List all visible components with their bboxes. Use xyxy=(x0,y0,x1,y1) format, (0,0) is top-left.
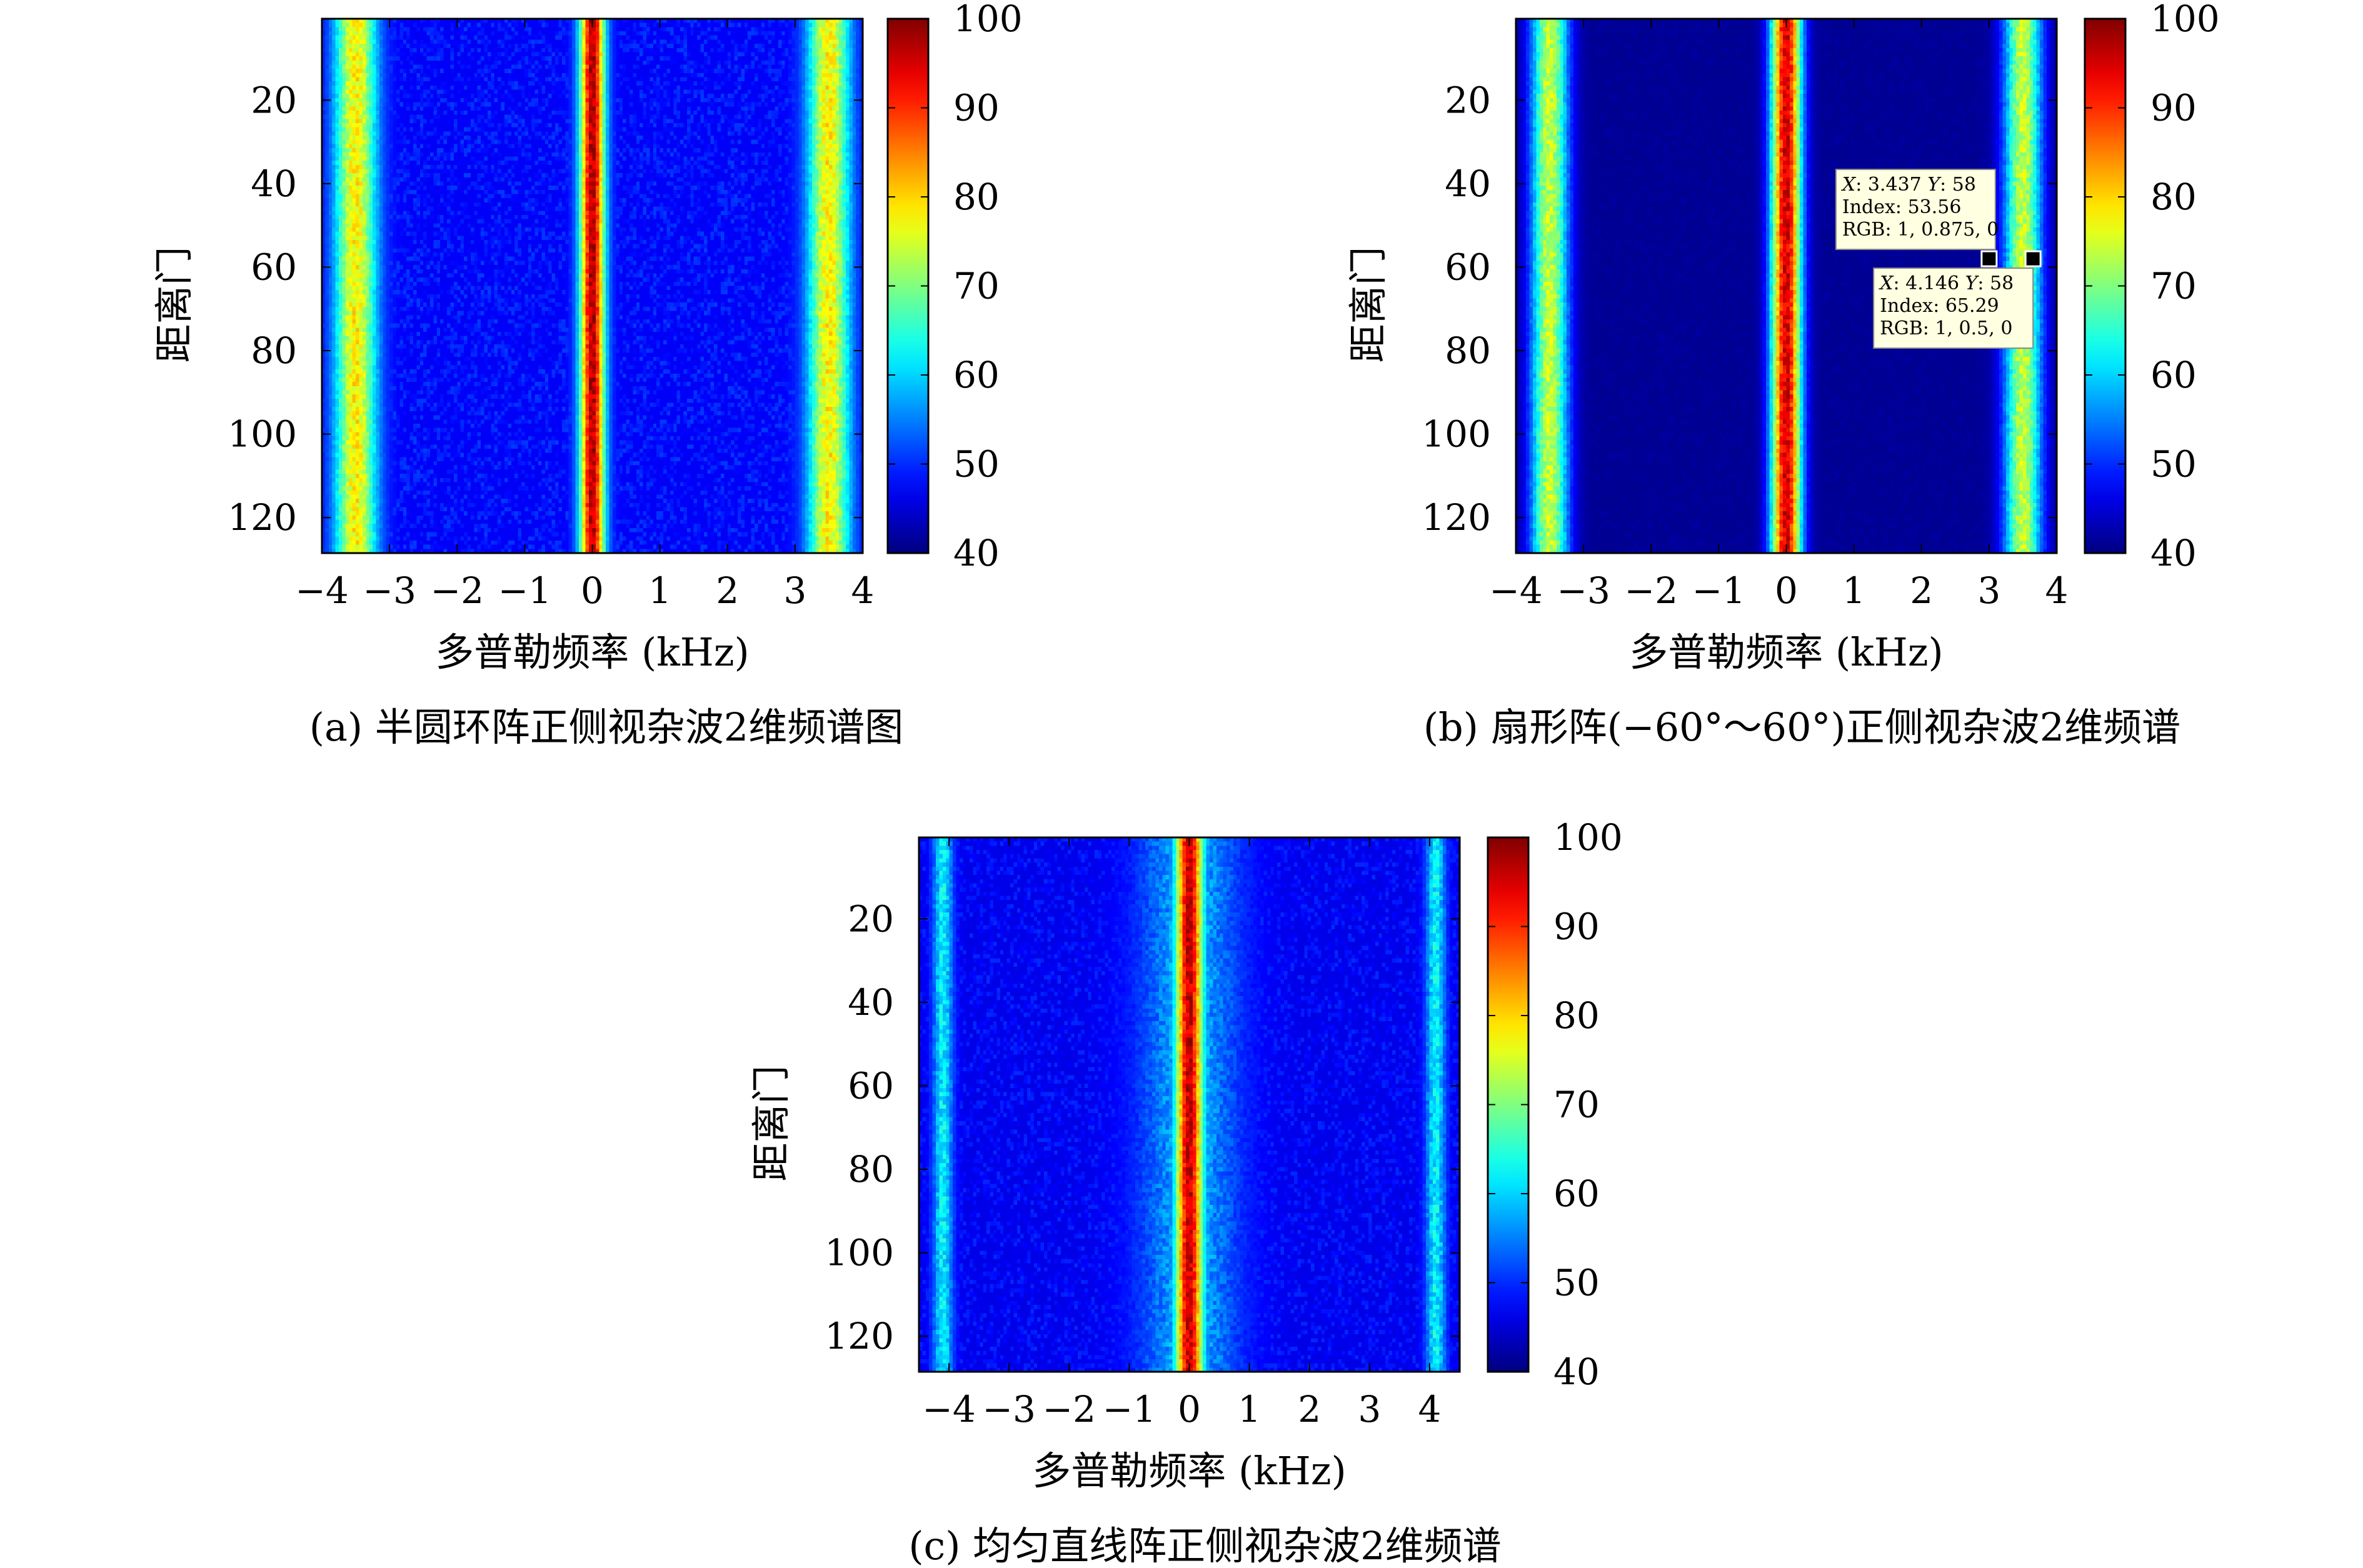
datatip-rgb: RGB: 1, 0.5, 0 xyxy=(1880,317,2012,339)
x-axis-label: 多普勒频率 (kHz) xyxy=(435,629,749,675)
y-tick-label: 20 xyxy=(848,897,894,940)
colorbar-tick-label: 60 xyxy=(1553,1172,1600,1215)
colorbar-tick-label: 80 xyxy=(1553,994,1600,1037)
y-tick-label: 80 xyxy=(251,329,297,372)
colorbar-tick-label: 50 xyxy=(1553,1262,1600,1304)
panel-caption: (a) 半圆环阵正侧视杂波2维频谱图 xyxy=(309,704,904,750)
x-tick-label: −4 xyxy=(922,1388,976,1431)
colorbar-tick-label: 40 xyxy=(953,532,1000,574)
x-tick-label: 3 xyxy=(1358,1388,1381,1431)
datatip-marker[interactable] xyxy=(2024,250,2042,267)
x-tick-label: −3 xyxy=(1557,569,1610,612)
x-tick-label: −2 xyxy=(1625,569,1678,612)
y-axis-label: 距离门 xyxy=(151,246,197,362)
x-tick-label: 0 xyxy=(1775,569,1798,612)
x-axis-label: 多普勒频率 (kHz) xyxy=(1629,629,1943,675)
x-tick-label: 3 xyxy=(783,569,806,612)
x-tick-label: 2 xyxy=(1298,1388,1321,1431)
colorbar-tick-label: 40 xyxy=(2150,532,2197,574)
colorbar-tick-label: 60 xyxy=(2150,354,2197,396)
y-tick-label: 80 xyxy=(1445,329,1491,372)
chart-panel-a: −4 −3 −2 −1 0 1 2 3 4 20 40 60 80 100 120 多普勒频率 (kHz) 距离… xyxy=(151,0,1023,750)
x-tick-label: 0 xyxy=(1178,1388,1201,1431)
x-tick-label: 0 xyxy=(581,569,604,612)
colorbar-tick-label: 100 xyxy=(953,0,1023,40)
panel-caption: (b) 扇形阵(−60°～60°)正侧视杂波2维频谱 xyxy=(1423,704,2180,750)
x-tick-label: 3 xyxy=(1977,569,2000,612)
x-axis-label: 多普勒频率 (kHz) xyxy=(1032,1448,1346,1494)
datatip-index: Index: 53.56 xyxy=(1842,196,1962,218)
x-tick-label: −2 xyxy=(431,569,484,612)
colorbar-tick-label: 90 xyxy=(2150,87,2197,129)
chart-panel-c: −4 −3 −2 −1 0 1 2 3 4 20 40 60 80 100 120 多普勒频率 (kHz) 距离… xyxy=(748,816,1623,1568)
y-tick-label: 100 xyxy=(825,1232,894,1274)
x-tick-label: 1 xyxy=(1842,569,1865,612)
y-tick-label: 20 xyxy=(1445,79,1491,121)
x-tick-label: −1 xyxy=(1103,1388,1156,1431)
colorbar-tick-label: 70 xyxy=(953,265,1000,307)
datatip-xy: X: 3.437 Y: 58 xyxy=(1841,174,1976,196)
x-tick-label: 1 xyxy=(648,569,671,612)
x-tick-label: −4 xyxy=(295,569,349,612)
x-tick-label: −3 xyxy=(363,569,416,612)
colorbar-tick-label: 50 xyxy=(2150,443,2197,486)
panel-caption: (c) 均匀直线阵正侧视杂波2维频谱 xyxy=(908,1523,1501,1568)
x-tick-label: 1 xyxy=(1238,1388,1261,1431)
x-tick-label: 4 xyxy=(1418,1388,1441,1431)
colorbar-tick-label: 80 xyxy=(2150,176,2197,218)
colorbar-tick-label: 50 xyxy=(953,443,1000,486)
y-tick-label: 40 xyxy=(848,981,894,1024)
y-tick-label: 80 xyxy=(848,1148,894,1191)
y-tick-label: 120 xyxy=(825,1315,894,1357)
y-tick-label: 20 xyxy=(251,79,297,121)
chart-panel-b: −4 −3 −2 −1 0 1 2 3 4 20 40 60 80 100 120 多普勒频率 (kHz) 距离… xyxy=(1345,0,2220,750)
colorbar-tick-label: 100 xyxy=(1553,816,1623,859)
heatmap-image xyxy=(919,837,1460,1372)
x-tick-label: 2 xyxy=(1910,569,1933,612)
y-tick-label: 60 xyxy=(1445,246,1491,288)
y-axis-label: 距离门 xyxy=(1345,246,1391,362)
y-tick-label: 60 xyxy=(251,246,297,288)
colorbar-tick-label: 60 xyxy=(953,354,1000,396)
x-tick-label: 4 xyxy=(851,569,875,612)
datatip-xy: X: 4.146 Y: 58 xyxy=(1879,272,2014,294)
datatip-rgb: RGB: 1, 0.875, 0 xyxy=(1842,219,1999,241)
x-tick-label: −3 xyxy=(982,1388,1036,1431)
colorbar-tick-label: 70 xyxy=(2150,265,2197,307)
datatip-box xyxy=(1835,169,1996,251)
colorbar-tick-label: 40 xyxy=(1553,1351,1600,1393)
heatmap-image xyxy=(322,19,863,553)
x-tick-label: −4 xyxy=(1489,569,1543,612)
colorbar-tick-label: 90 xyxy=(953,87,1000,129)
datatip-index: Index: 65.29 xyxy=(1880,295,1999,317)
y-tick-label: 60 xyxy=(848,1064,894,1107)
datatip-marker[interactable] xyxy=(1980,250,1998,267)
y-tick-label: 40 xyxy=(251,162,297,205)
x-tick-label: −1 xyxy=(498,569,552,612)
y-tick-label: 120 xyxy=(228,496,297,539)
colorbar-tick-label: 100 xyxy=(2150,0,2220,40)
y-tick-label: 40 xyxy=(1445,162,1491,205)
colorbar-tick-label: 70 xyxy=(1553,1084,1600,1126)
colorbar-tick-label: 90 xyxy=(1553,906,1600,948)
colorbar-tick-label: 80 xyxy=(953,176,1000,218)
y-tick-label: 100 xyxy=(228,413,297,456)
x-tick-label: −1 xyxy=(1692,569,1746,612)
y-axis-label: 距离门 xyxy=(748,1065,794,1181)
x-tick-label: 4 xyxy=(2045,569,2069,612)
y-tick-label: 100 xyxy=(1422,413,1491,456)
y-tick-label: 120 xyxy=(1422,496,1491,539)
x-tick-label: 2 xyxy=(716,569,739,612)
datatip-box xyxy=(1873,267,2034,349)
x-tick-label: −2 xyxy=(1043,1388,1096,1431)
